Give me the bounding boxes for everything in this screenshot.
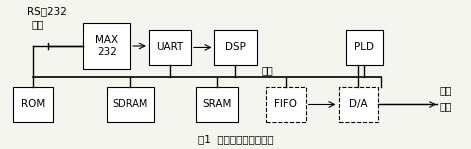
Text: RS－232: RS－232 xyxy=(27,6,67,16)
FancyBboxPatch shape xyxy=(346,30,383,65)
Text: DSP: DSP xyxy=(225,42,246,52)
Text: MAX
232: MAX 232 xyxy=(95,35,118,57)
Text: FIFO: FIFO xyxy=(274,100,297,110)
Text: SRAM: SRAM xyxy=(202,100,231,110)
Text: UART: UART xyxy=(156,42,184,52)
Text: PLD: PLD xyxy=(354,42,374,52)
Text: 总线: 总线 xyxy=(261,65,273,75)
FancyBboxPatch shape xyxy=(339,87,378,122)
Text: 图1  系统运行机制示意图: 图1 系统运行机制示意图 xyxy=(198,134,273,144)
FancyBboxPatch shape xyxy=(149,30,191,65)
Text: ROM: ROM xyxy=(21,100,45,110)
Text: 输出: 输出 xyxy=(439,101,452,111)
Text: D/A: D/A xyxy=(349,100,368,110)
FancyBboxPatch shape xyxy=(266,87,306,122)
FancyBboxPatch shape xyxy=(214,30,257,65)
Text: SDRAM: SDRAM xyxy=(113,100,148,110)
FancyBboxPatch shape xyxy=(13,87,53,122)
FancyBboxPatch shape xyxy=(107,87,154,122)
FancyBboxPatch shape xyxy=(196,87,238,122)
Text: 数据: 数据 xyxy=(32,19,44,29)
Text: 模拟: 模拟 xyxy=(439,86,452,96)
FancyBboxPatch shape xyxy=(83,23,130,69)
